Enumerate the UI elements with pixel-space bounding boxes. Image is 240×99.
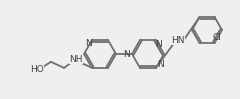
Text: N: N — [86, 39, 92, 48]
Text: HO: HO — [30, 65, 44, 74]
Text: N: N — [124, 50, 130, 59]
Text: HN: HN — [171, 36, 185, 45]
Text: NH: NH — [69, 55, 83, 64]
Text: N: N — [155, 40, 161, 49]
Text: Cl: Cl — [212, 33, 221, 42]
Text: N: N — [158, 60, 164, 69]
